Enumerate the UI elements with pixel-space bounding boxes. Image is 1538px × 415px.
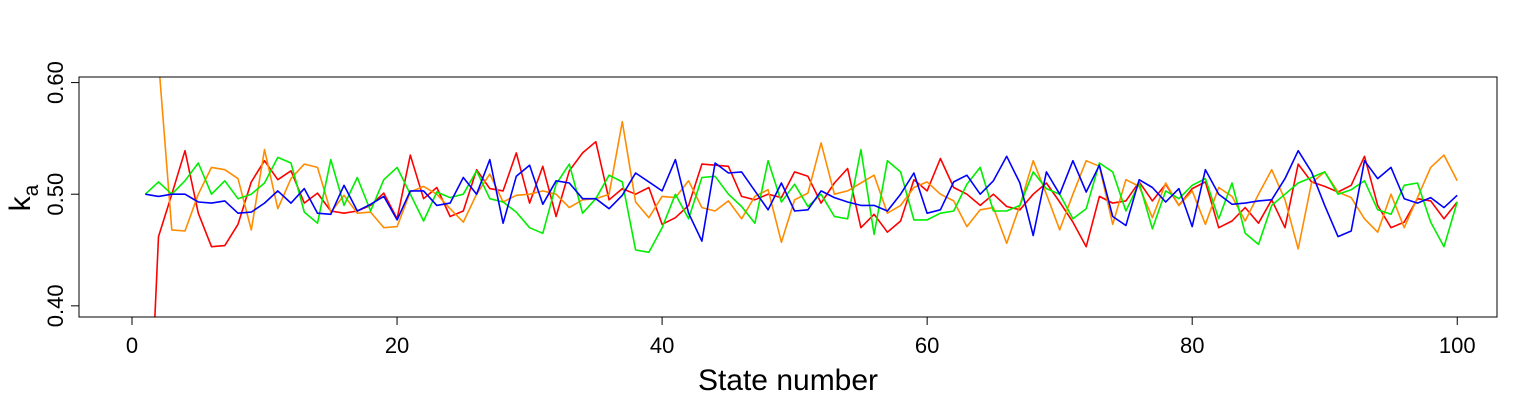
x-tick-label: 0 <box>126 333 138 358</box>
x-tick-label: 40 <box>650 333 674 358</box>
y-tick-label: 0.60 <box>43 61 68 104</box>
y-axis-title-main: k <box>4 195 37 211</box>
y-axis-title-subscript: a <box>20 184 43 196</box>
y-tick-label: 0.40 <box>43 284 68 327</box>
x-tick-label: 100 <box>1439 333 1476 358</box>
x-axis-title: State number <box>698 364 878 397</box>
x-tick-label: 20 <box>385 333 409 358</box>
x-tick-label: 60 <box>915 333 939 358</box>
y-tick-label: 0.50 <box>43 173 68 216</box>
x-tick-label: 80 <box>1180 333 1204 358</box>
